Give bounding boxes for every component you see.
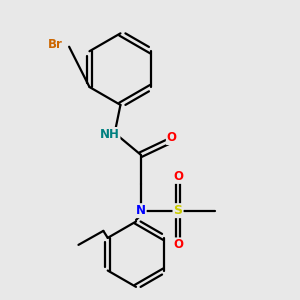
Text: NH: NH <box>100 128 119 141</box>
Text: O: O <box>173 170 183 183</box>
Text: N: N <box>136 204 146 217</box>
Text: O: O <box>167 131 177 144</box>
Text: Br: Br <box>48 38 63 51</box>
Text: O: O <box>173 238 183 251</box>
Text: S: S <box>173 204 182 217</box>
